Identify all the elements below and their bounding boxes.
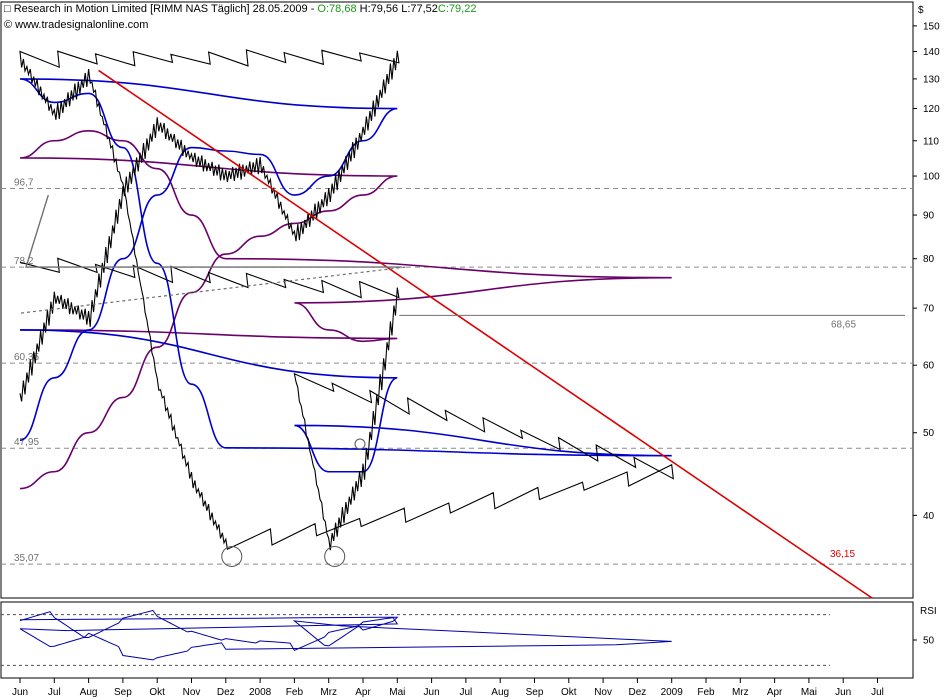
price-y-axis: 40 50 60 70 80 90 100 110 120 130 140 150 xyxy=(913,21,940,522)
x-axis-tick-label: Dez xyxy=(629,687,647,698)
x-axis-tick-label: Jun xyxy=(424,687,440,698)
rsi-plot-frame xyxy=(0,601,914,679)
x-axis-tick-label: Mrz xyxy=(320,687,337,698)
x-axis-tick-label: Sep xyxy=(114,687,132,698)
price-axis-tick-label: 40 xyxy=(923,511,935,522)
price-series-group xyxy=(19,49,674,551)
price-axis-tick-label: 130 xyxy=(923,74,940,85)
trendline xyxy=(98,69,873,599)
high-value: H:79,56 xyxy=(359,3,399,15)
x-axis-tick-label: Okt xyxy=(149,687,165,698)
level-label: 60,35 xyxy=(14,352,39,363)
level-label: 47,95 xyxy=(14,437,39,448)
close-value: C:79,22 xyxy=(437,3,477,15)
price-axis-tick-label: 140 xyxy=(923,47,940,58)
x-axis-tick-label: Apr xyxy=(355,687,371,698)
rsi-axis-tick-label: 50 xyxy=(923,636,935,647)
price-axis-tick-label: 120 xyxy=(923,104,940,115)
x-axis-tick-label: 2008 xyxy=(249,687,272,698)
x-axis-tick-label: Nov xyxy=(183,687,201,698)
bottom-marker xyxy=(221,545,243,567)
price-axis-unit: $ xyxy=(918,5,924,16)
chart-header-line: □ Research in Motion Limited [RIMM NAS T… xyxy=(4,3,476,15)
horizontal-levels: 96,7 78,2 60,35 47,95 35,07 xyxy=(1,177,913,565)
time-x-axis: Jun Jul Aug Sep Okt Nov Dez 2008 Feb Mrz Apr Mai Jun… xyxy=(12,678,884,698)
instrument-name: Research in Motion Limited xyxy=(13,3,148,15)
breakout-marker xyxy=(354,438,366,450)
collapse-icon[interactable]: □ xyxy=(4,3,11,15)
quote-date: 28.05.2009 xyxy=(252,3,308,15)
x-axis-tick-label: Aug xyxy=(80,687,98,698)
x-axis-tick-label: Jul xyxy=(48,687,61,698)
price-series-line xyxy=(19,49,674,551)
x-axis-tick-label: Jul xyxy=(460,687,473,698)
level-label: 35,07 xyxy=(14,553,39,564)
x-axis-tick-label: Feb xyxy=(697,687,715,698)
x-axis-tick-label: Feb xyxy=(286,687,304,698)
price-axis-tick-label: 100 xyxy=(923,172,940,183)
price-axis-tick-label: 150 xyxy=(923,21,940,32)
price-axis-tick-label: 70 xyxy=(923,304,935,315)
annotations: 36,15 68,65 xyxy=(17,69,905,599)
x-axis-tick-label: Mai xyxy=(389,687,405,698)
projection-alt-line xyxy=(17,266,406,315)
target-label: 68,65 xyxy=(831,319,856,330)
trendline-label: 36,15 xyxy=(830,549,855,560)
copyright-icon: © xyxy=(4,19,13,31)
x-axis-tick-label: Nov xyxy=(594,687,612,698)
price-panel: 96,7 78,2 60,35 47,95 35,07 36,15 68,65 40 50 6… xyxy=(0,1,940,599)
source-website: www.tradesignalonline.com xyxy=(15,19,149,31)
price-axis-tick-label: 90 xyxy=(923,211,935,222)
bottom-marker xyxy=(324,545,346,567)
rsi-panel: 50 RSI xyxy=(0,601,937,679)
rsi-series-line xyxy=(19,609,672,661)
x-axis-tick-label: Dez xyxy=(217,687,235,698)
price-plot-frame xyxy=(0,1,914,599)
level-label: 96,7 xyxy=(14,177,34,188)
x-axis-tick-label: Aug xyxy=(491,687,509,698)
rsi-series-group xyxy=(1,609,830,666)
x-axis-tick-label: Jul xyxy=(871,687,884,698)
rsi-y-axis: 50 xyxy=(913,636,935,647)
x-axis-tick-label: Mai xyxy=(801,687,817,698)
projection-line xyxy=(25,194,402,268)
price-axis-tick-label: 60 xyxy=(923,361,935,372)
x-axis-tick-label: Okt xyxy=(561,687,577,698)
x-axis-tick-label: Jun xyxy=(12,687,28,698)
x-axis-tick-label: Mrz xyxy=(732,687,749,698)
level-label: 78,2 xyxy=(14,256,34,267)
x-axis-tick-label: Jun xyxy=(835,687,851,698)
x-axis-tick-label: 2009 xyxy=(661,687,684,698)
low-value: L:77,52 xyxy=(401,3,438,15)
price-axis-tick-label: 110 xyxy=(923,136,939,147)
source-line: © www.tradesignalonline.com xyxy=(4,19,148,31)
open-value: O:78,68 xyxy=(317,3,357,15)
x-axis-tick-label: Sep xyxy=(526,687,544,698)
header-separator: - xyxy=(307,3,318,15)
price-axis-tick-label: 50 xyxy=(923,428,935,439)
price-axis-tick-label: 80 xyxy=(923,254,935,265)
x-axis-tick-label: Apr xyxy=(767,687,783,698)
rsi-panel-label: RSI xyxy=(920,606,937,617)
instrument-info: [RIMM NAS Täglich] xyxy=(150,3,250,15)
